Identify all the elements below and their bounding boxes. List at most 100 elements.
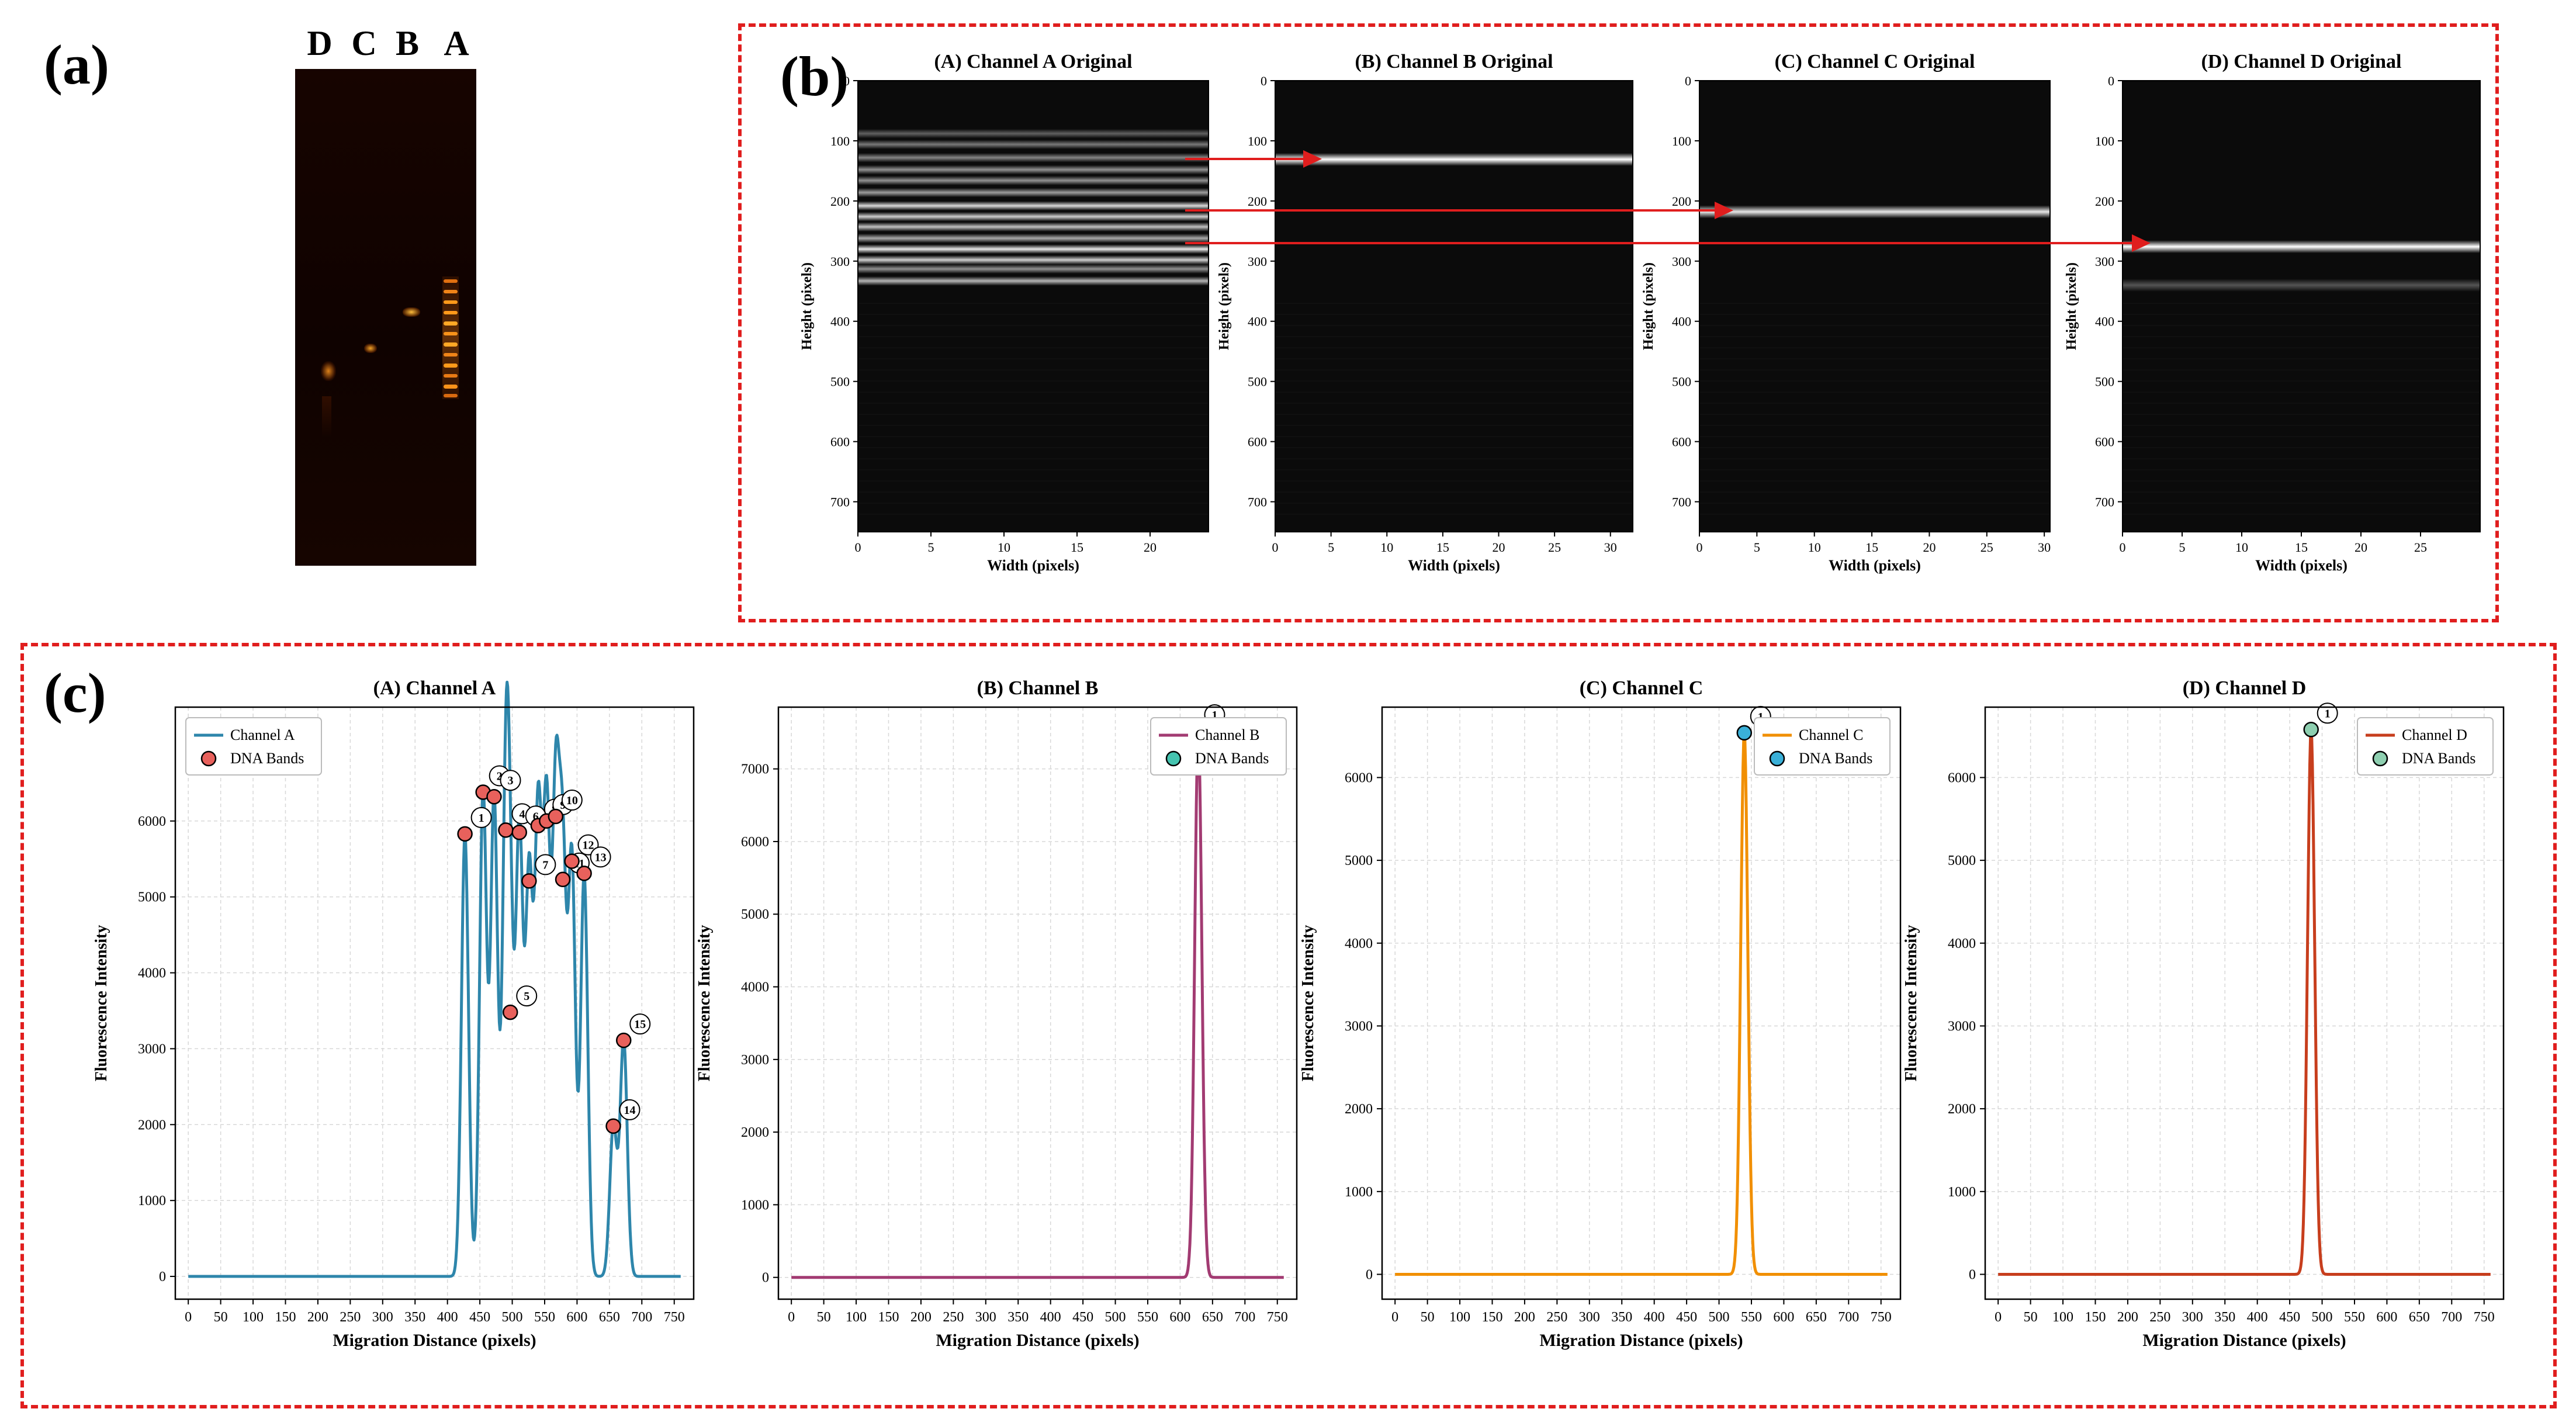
x-tick-label: 450 (1676, 1310, 1697, 1325)
dna-band-marker (498, 822, 514, 838)
x-tick-label: 350 (1611, 1310, 1632, 1325)
y-tick-label: 100 (830, 134, 850, 148)
dna-band-marker (486, 788, 502, 805)
x-tick-label: 15 (1865, 540, 1878, 555)
x-tick-label: 650 (2409, 1310, 2430, 1325)
x-tick-label: 200 (307, 1310, 328, 1325)
image-band (858, 222, 1209, 232)
legend-label-channel: Channel C (1799, 726, 1864, 743)
y-tick-label: 0 (159, 1269, 166, 1285)
x-tick-label: 400 (437, 1310, 458, 1325)
x-tick-label: 300 (975, 1310, 996, 1325)
lane-label-a: A (444, 24, 469, 63)
profile-line (187, 680, 682, 1278)
y-tick-label: 1000 (138, 1193, 166, 1209)
legend-box (185, 717, 322, 776)
panel-label-c: (c) (44, 662, 106, 724)
chart-title: (C) Channel C (1580, 677, 1704, 699)
y-tick-label: 6000 (1345, 770, 1373, 785)
chart-title: (A) Channel A (373, 677, 496, 699)
y-tick-label: 0 (843, 74, 850, 88)
profile-line (1394, 731, 1889, 1276)
y-axis-label: Fluorescence Intensity (1299, 925, 1317, 1082)
original-image-title: (A) Channel A Original (934, 51, 1132, 72)
y-tick-label: 0 (762, 1271, 769, 1286)
x-tick-label: 5 (1754, 540, 1760, 555)
x-tick-label: 650 (1806, 1310, 1827, 1325)
gel-lanes (295, 69, 476, 566)
legend-box (1150, 717, 1287, 776)
y-tick-label: 200 (1248, 194, 1267, 209)
image-band (858, 188, 1209, 198)
y-tick-label: 3000 (138, 1041, 166, 1057)
peak-badge (500, 770, 521, 791)
x-tick-label: 400 (2247, 1310, 2268, 1325)
y-tick-label: 1000 (1345, 1185, 1373, 1200)
y-tick-label: 400 (2095, 314, 2114, 329)
y-tick-label: 400 (830, 314, 850, 329)
panel-label-b: (b) (780, 45, 849, 108)
peak-label: 1 (1211, 709, 1217, 722)
x-tick-label: 15 (1071, 540, 1083, 555)
y-tick-label: 600 (1672, 435, 1691, 449)
lane-label-d: D (307, 24, 333, 63)
x-axis-label: Migration Distance (pixels) (333, 1331, 536, 1350)
chart-frame (174, 706, 695, 1300)
peak-badge (629, 1013, 651, 1035)
y-tick-label: 3000 (1345, 1019, 1373, 1034)
legend: Channel A DNA Bands (185, 717, 322, 776)
x-tick-label: 0 (788, 1310, 795, 1325)
x-tick-label: 200 (910, 1310, 932, 1325)
x-tick-label: 550 (1137, 1310, 1158, 1325)
x-tick-label: 20 (2355, 540, 2367, 555)
legend-label-channel: Channel D (2402, 726, 2467, 743)
x-tick-label: 25 (1548, 540, 1561, 555)
x-tick-label: 400 (1040, 1310, 1061, 1325)
x-axis-label: Migration Distance (pixels) (2142, 1331, 2346, 1350)
x-tick-label: 0 (2120, 540, 2126, 555)
y-tick-label: 500 (1672, 375, 1691, 389)
x-tick-label: 500 (1105, 1310, 1126, 1325)
legend-label-bands: DNA Bands (1799, 750, 1872, 767)
y-tick-label: 100 (1672, 134, 1691, 148)
gel-image: D C B A (295, 23, 482, 570)
x-tick-label: 650 (599, 1310, 620, 1325)
y-tick-label: 300 (2095, 254, 2114, 269)
x-tick-label: 0 (1272, 540, 1279, 555)
y-axis-label: Fluorescence Intensity (695, 925, 714, 1082)
legend-marker-swatch (200, 750, 217, 767)
x-tick-label: 100 (1449, 1310, 1470, 1325)
dna-band-marker (511, 825, 527, 840)
y-tick-label: 4000 (138, 966, 166, 981)
y-tick-label: 100 (1248, 134, 1267, 148)
x-tick-label: 350 (2214, 1310, 2235, 1325)
image-band (858, 276, 1209, 286)
legend-marker-swatch (2372, 750, 2388, 767)
x-tick-label: 500 (2312, 1310, 2333, 1325)
image-frame (1275, 80, 1633, 532)
peak-badge (590, 846, 611, 868)
image-band (858, 201, 1209, 211)
y-tick-label: 700 (1672, 495, 1691, 510)
original-image-title: (B) Channel B Original (1355, 51, 1553, 72)
x-tick-label: 30 (2038, 540, 2051, 555)
y-tick-label: 200 (2095, 194, 2114, 209)
gel-band-a-9 (444, 364, 458, 368)
y-tick-label: 2000 (1345, 1102, 1373, 1117)
legend-marker-swatch (1165, 750, 1182, 767)
gel-band-a-12 (444, 394, 458, 397)
x-tick-label: 150 (878, 1310, 899, 1325)
x-tick-label: 450 (1072, 1310, 1093, 1325)
x-tick-label: 100 (2052, 1310, 2073, 1325)
gel-band-a-7 (444, 342, 458, 347)
x-tick-label: 100 (243, 1310, 264, 1325)
y-tick-label: 200 (830, 194, 850, 209)
original-image-title: (D) Channel D Original (2201, 51, 2402, 72)
profile-chart-1: (B) Channel B 1 0 50 100 150 200 250 300 350 400 45… (695, 677, 1298, 1350)
x-tick-label: 0 (1696, 540, 1703, 555)
image-band (858, 244, 1209, 254)
gel-band-a-6 (444, 332, 458, 335)
x-axis-label: Width (pixels) (1829, 557, 1921, 574)
gel-band-a-4 (444, 311, 458, 314)
